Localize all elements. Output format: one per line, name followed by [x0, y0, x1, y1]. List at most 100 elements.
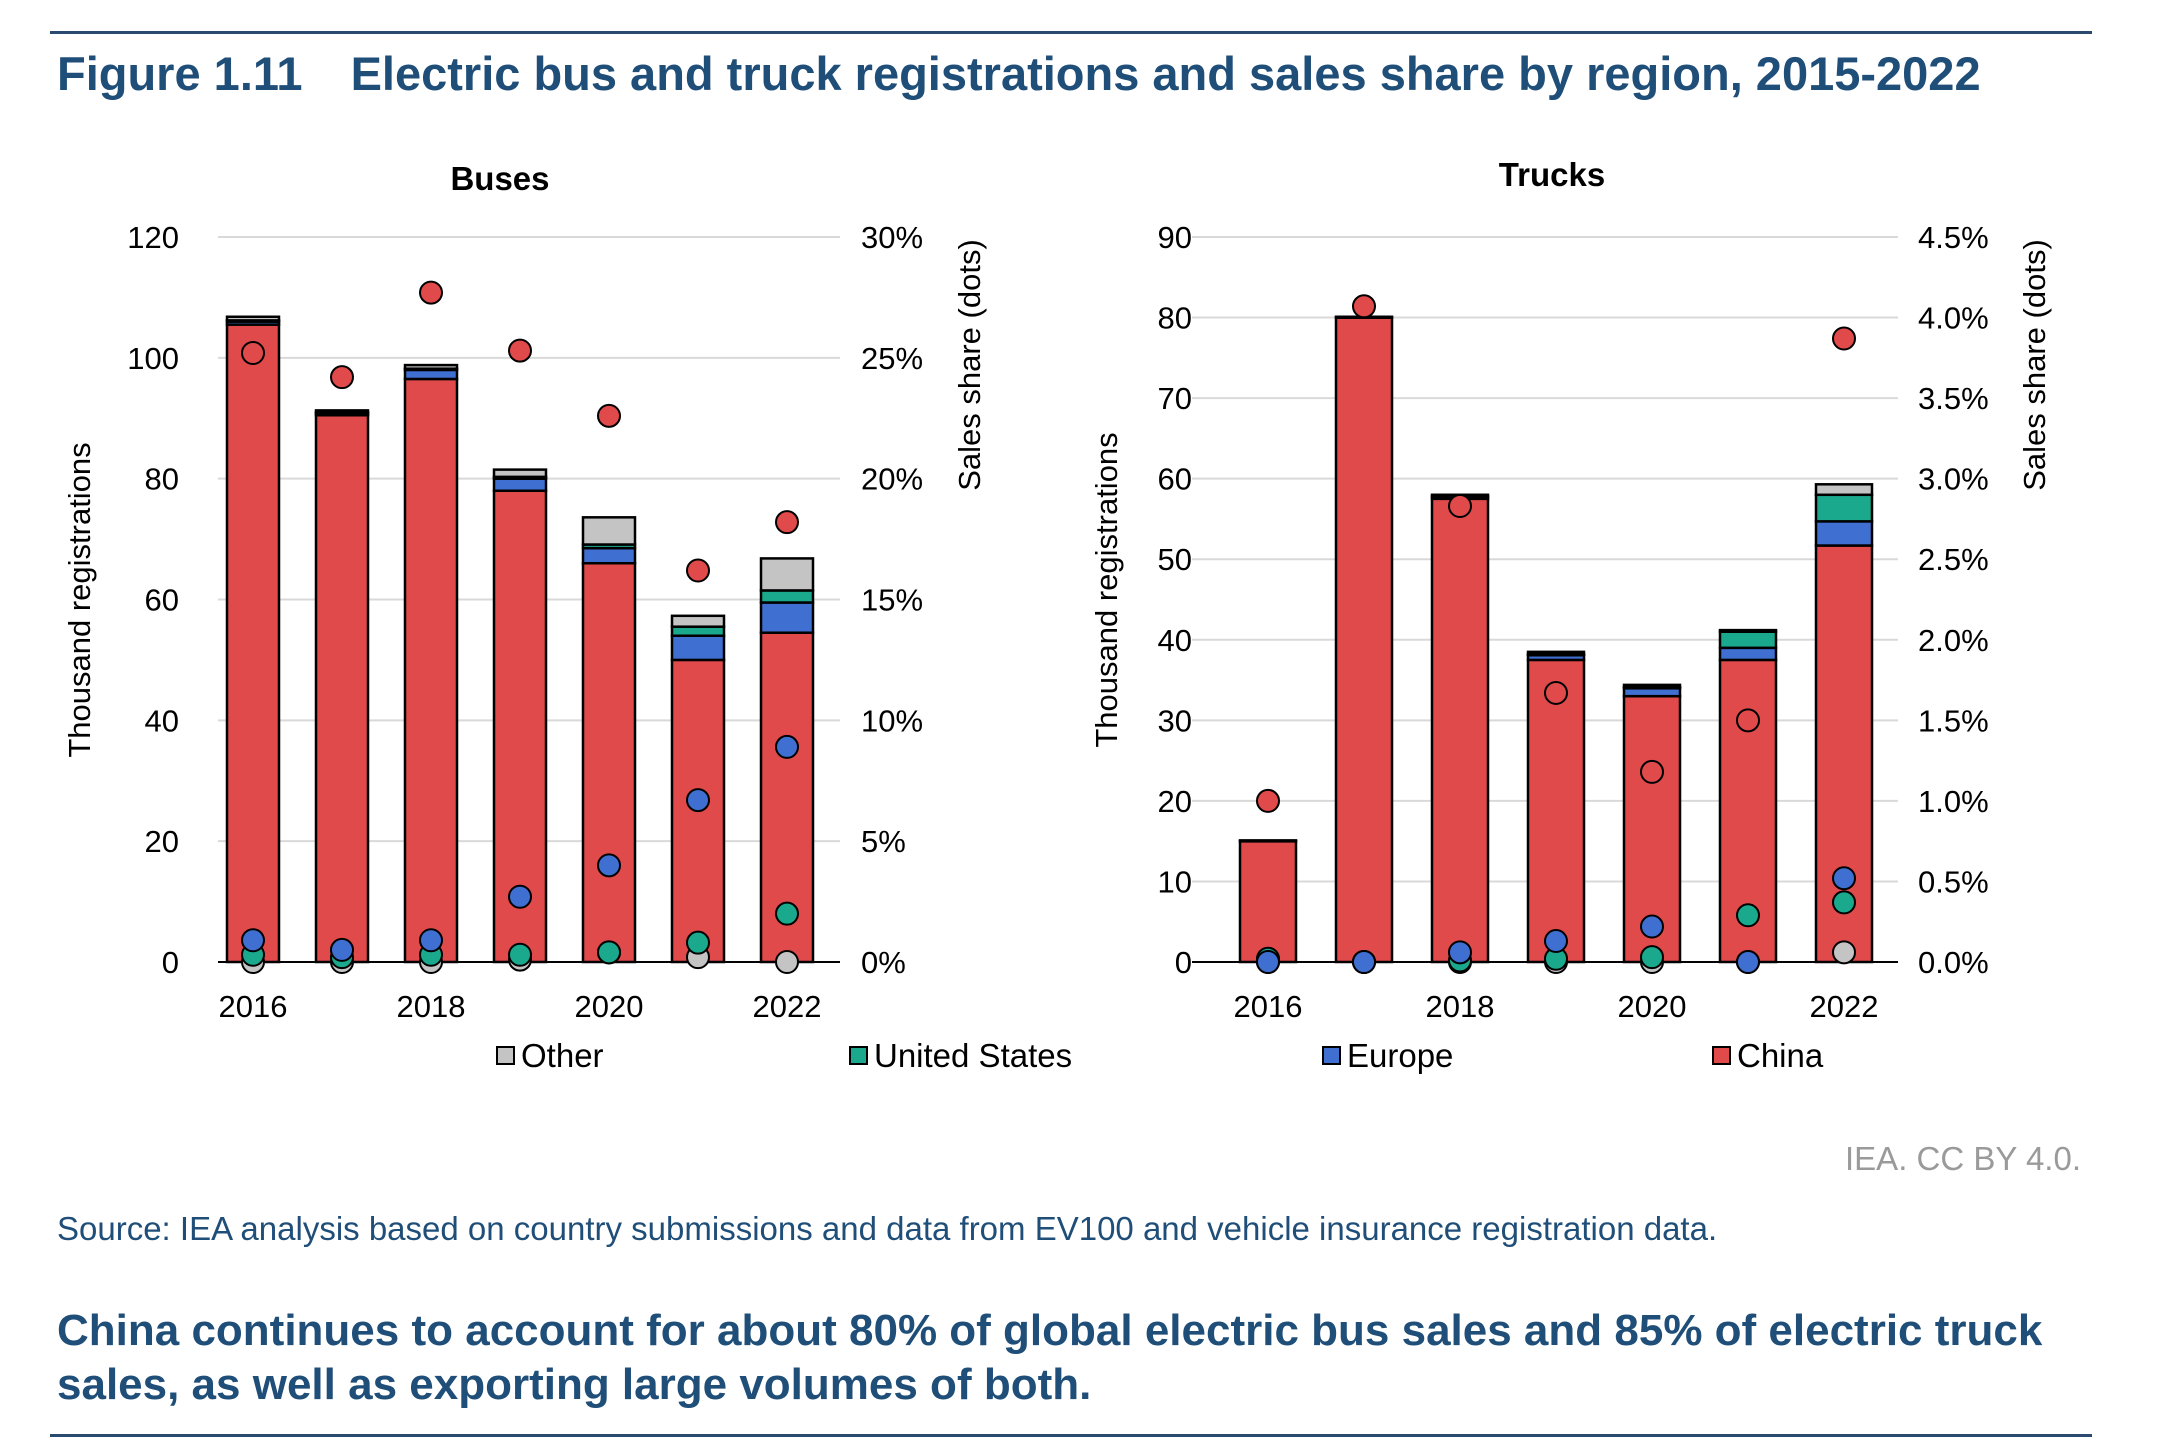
buses-bar-other	[225, 315, 281, 322]
legend-label-other: Other	[521, 1037, 604, 1074]
trucks-share-dot-china	[1640, 759, 1664, 784]
buses-share-dot-europe	[241, 928, 265, 953]
buses-share-dot-china	[330, 365, 354, 390]
trucks-x-tick-label: 2016	[1234, 989, 1303, 1024]
trucks-share-dot-china	[1256, 788, 1280, 813]
trucks-share-dot-europe	[1256, 950, 1280, 974]
buses-share-dot-united-states	[775, 901, 799, 926]
trucks-share-dot-china	[1448, 494, 1472, 519]
buses-x-tick-label: 2022	[753, 989, 822, 1024]
legend-label-united-states: United States	[874, 1037, 1072, 1074]
buses-y-tick-label: 80	[145, 462, 179, 497]
trucks-bar-china	[1526, 658, 1586, 964]
buses-share-dot-other	[775, 950, 799, 974]
buses-y-tick-label: 0	[162, 945, 179, 980]
buses-share-dot-europe	[775, 734, 799, 759]
figure-number: Figure 1.11	[57, 47, 303, 100]
buses-y2-tick-label: 5%	[861, 824, 906, 859]
buses-bar-europe	[492, 477, 548, 492]
buses-bar-china	[492, 489, 548, 964]
trucks-y-tick-label: 80	[1158, 301, 1192, 336]
buses-share-dot-china	[419, 280, 443, 305]
legend-swatch-united-states	[849, 1046, 868, 1065]
buses-bar-china	[314, 413, 370, 964]
legend-label-china: China	[1737, 1037, 1824, 1074]
trucks-share-dot-united-states	[1640, 945, 1664, 970]
buses-y2-tick-label: 30%	[861, 220, 923, 255]
trucks-y2-tick-label: 0.5%	[1918, 864, 1989, 899]
trucks-y2-tick-label: 1.5%	[1918, 703, 1989, 738]
buses-bar-other	[670, 614, 726, 628]
buses-share-dot-china	[241, 341, 265, 365]
buses-y2-tick-label: 15%	[861, 583, 923, 618]
trucks-y2-tick-label: 2.5%	[1918, 542, 1989, 577]
buses-share-dot-china	[775, 510, 799, 535]
trucks-bar-europe	[1814, 520, 1874, 547]
buses-bar-other	[314, 409, 370, 414]
buses-share-dot-united-states	[508, 942, 532, 967]
trucks-bar-china	[1238, 839, 1298, 964]
buses-x-tick-label: 2016	[219, 989, 288, 1024]
buses-share-dot-united-states	[597, 940, 621, 965]
trucks-y2-tick-label: 3.5%	[1918, 381, 1989, 416]
buses-share-dot-china	[597, 403, 621, 428]
trucks-x-tick-label: 2020	[1618, 989, 1687, 1024]
trucks-bar-united-states	[1718, 630, 1778, 650]
legend-swatch-china	[1712, 1046, 1731, 1065]
buses-bar-europe	[403, 368, 459, 381]
trucks-bar-united-states	[1814, 493, 1874, 523]
buses-share-dot-europe	[597, 853, 621, 878]
trucks-y2-tick-label: 3.0%	[1918, 462, 1989, 497]
trucks-y-axis-title: Thousand registrations	[1089, 432, 1124, 747]
trucks-share-dot-other	[1832, 940, 1856, 965]
buses-share-dot-china	[508, 338, 532, 363]
buses-bar-other	[759, 557, 815, 592]
top-rule	[50, 31, 2092, 34]
trucks-share-dot-china	[1832, 326, 1856, 351]
buses-y-tick-label: 60	[145, 583, 179, 618]
trucks-share-dot-europe	[1832, 866, 1856, 891]
trucks-share-dot-europe	[1736, 950, 1760, 974]
legend-swatch-other	[496, 1046, 515, 1065]
trucks-y2-tick-label: 1.0%	[1918, 784, 1989, 819]
trucks-y-tick-label: 70	[1158, 381, 1192, 416]
buses-share-dot-europe	[686, 788, 710, 813]
buses-bar-united-states	[759, 589, 815, 604]
buses-bar-other	[403, 363, 459, 370]
trucks-bar-other	[1526, 650, 1586, 656]
trucks-bar-other	[1718, 628, 1778, 633]
buses-y-tick-label: 120	[127, 220, 179, 255]
buses-share-dot-europe	[330, 937, 354, 962]
buses-y2-tick-label: 20%	[861, 462, 923, 497]
trucks-bar-china	[1334, 316, 1394, 964]
trucks-share-dot-europe	[1544, 929, 1568, 954]
trucks-y-tick-label: 20	[1158, 784, 1192, 819]
buses-share-dot-china	[686, 558, 710, 583]
trucks-bar-europe	[1718, 646, 1778, 662]
buses-bar-other	[581, 516, 637, 546]
trucks-y-tick-label: 30	[1158, 703, 1192, 738]
buses-chart-title: Buses	[450, 160, 549, 197]
trucks-share-dot-china	[1352, 294, 1376, 319]
buses-y2-tick-label: 0%	[861, 945, 906, 980]
trucks-y-tick-label: 50	[1158, 542, 1192, 577]
buses-bar-china	[225, 323, 281, 964]
buses-y2-tick-label: 25%	[861, 341, 923, 376]
buses-bar-europe	[581, 546, 637, 565]
buses-y-tick-label: 20	[145, 824, 179, 859]
trucks-x-tick-label: 2022	[1810, 989, 1879, 1024]
bottom-rule	[50, 1434, 2092, 1437]
buses-bar-united-states	[670, 625, 726, 637]
trucks-y2-axis-title: Sales share (dots)	[2017, 239, 2052, 491]
buses-bar-china	[403, 377, 459, 964]
trucks-y-tick-label: 10	[1158, 864, 1192, 899]
trucks-share-dot-europe	[1352, 950, 1376, 974]
trucks-share-dot-china	[1544, 680, 1568, 705]
figure-title-text: Electric bus and truck registrations and…	[350, 47, 1981, 100]
legend-swatch-europe	[1322, 1046, 1341, 1065]
trucks-y2-tick-label: 4.5%	[1918, 220, 1989, 255]
buses-bar-china	[581, 562, 637, 964]
buses-bar-other	[492, 468, 548, 479]
source-note: Source: IEA analysis based on country su…	[57, 1210, 1718, 1247]
